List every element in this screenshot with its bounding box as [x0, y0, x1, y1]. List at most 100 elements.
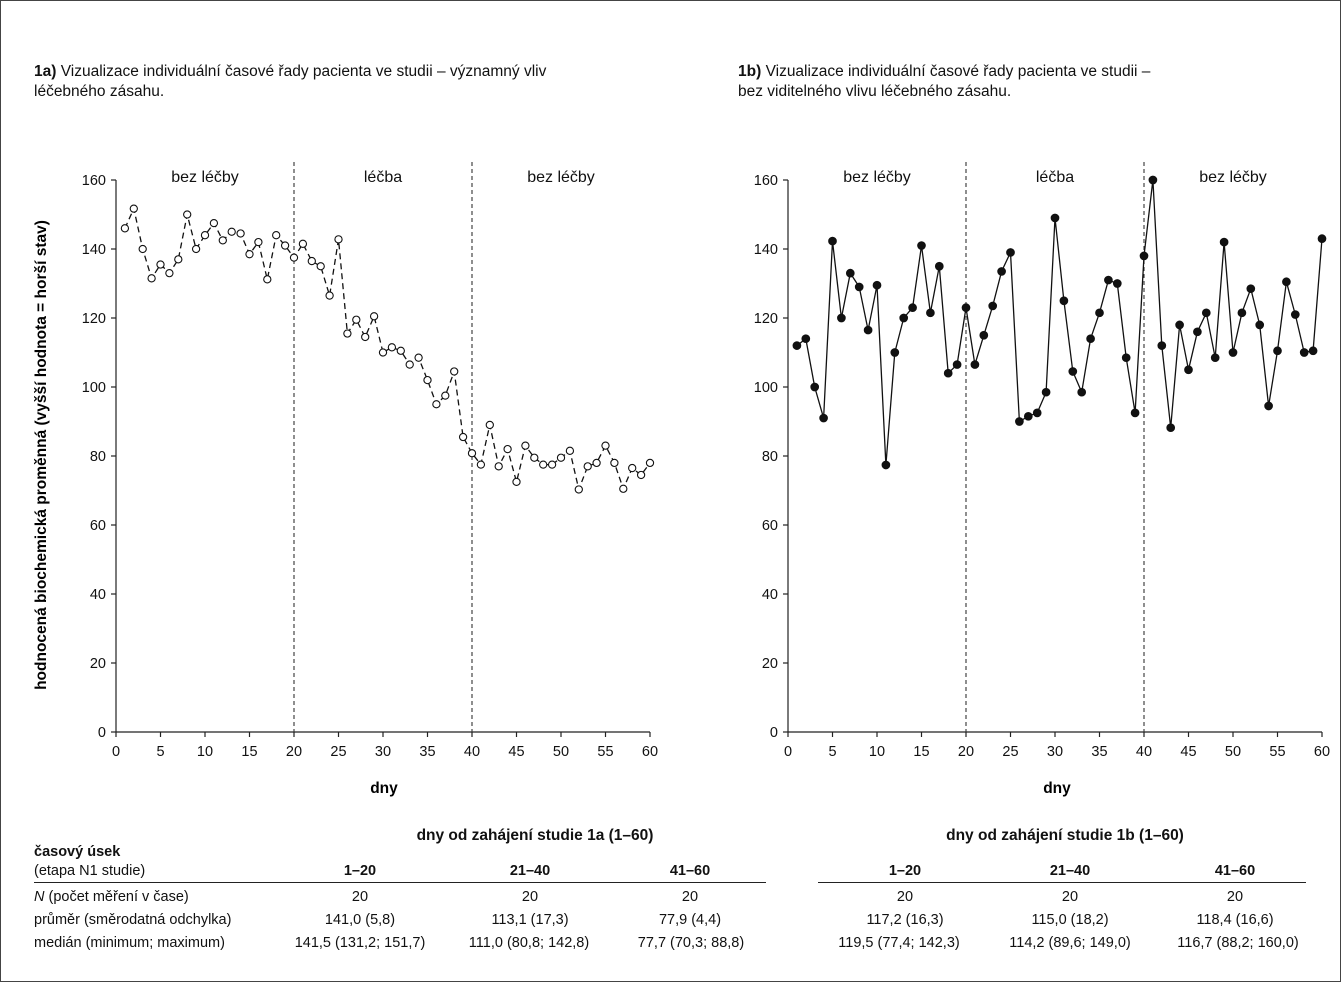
data-point [307, 256, 316, 266]
table-cell: 20 [681, 889, 699, 905]
x-tick-label: 5 [156, 744, 164, 760]
data-point [1077, 387, 1087, 397]
data-point [254, 237, 263, 247]
data-point [1317, 234, 1327, 243]
data-point [1041, 387, 1051, 397]
data-point [792, 341, 802, 350]
data-point [539, 460, 548, 469]
data-point [961, 303, 971, 313]
y-tick-label: 100 [82, 380, 106, 396]
table-cell: 113,1 (17,3) [491, 912, 569, 928]
data-point [1255, 320, 1265, 330]
table-cell: 114,2 (89,6; 149,0) [1009, 935, 1131, 951]
data-point [547, 460, 557, 469]
data-point [1193, 327, 1202, 337]
data-point [245, 250, 254, 259]
x-tick-label: 30 [1047, 744, 1063, 760]
table-cell: 116,7 (88,2; 160,0) [1177, 935, 1299, 951]
y-tick-label: 60 [762, 518, 778, 534]
data-point [289, 253, 299, 262]
data-point [236, 229, 245, 238]
panel-label-1b: 1b) [738, 63, 762, 80]
data-point [1130, 408, 1140, 418]
data-point [156, 260, 165, 269]
x-tick-label: 60 [642, 744, 658, 760]
data-point [298, 239, 308, 248]
data-point [280, 241, 290, 250]
data-point [423, 375, 432, 385]
data-point [1068, 367, 1078, 376]
data-point [209, 218, 219, 228]
x-tick-label: 25 [1002, 744, 1018, 760]
col-header-1b-2: 21–40 [1049, 863, 1091, 879]
x-tick-label: 0 [112, 744, 120, 760]
x-tick-label: 35 [1091, 744, 1107, 760]
panel-title-1b-line2: bez viditelného vlivu léčebného zásahu. [738, 83, 1012, 100]
data-point [810, 382, 820, 392]
x-axis-label-1a: dny [370, 780, 398, 797]
data-point [917, 241, 926, 250]
y-tick-label: 140 [754, 242, 778, 258]
phase-label: léčba [364, 169, 402, 186]
table-cell: 141,0 (5,8) [324, 912, 396, 928]
panel-title-1a-line1: Vizualizace individuální časové řady pac… [60, 63, 547, 80]
data-point [1121, 353, 1131, 363]
data-point [926, 308, 935, 318]
data-point [1237, 308, 1247, 318]
data-point [476, 460, 486, 469]
data-point [881, 460, 891, 470]
data-point [530, 453, 539, 462]
data-point [512, 477, 521, 487]
data-point [343, 329, 352, 338]
data-point [1015, 417, 1024, 426]
table-cell: 111,0 (80,8; 142,8) [468, 935, 590, 951]
panel-title-1a-line2: léčebného zásahu. [34, 83, 165, 100]
data-point [1264, 401, 1273, 411]
data-point [872, 280, 882, 290]
data-point [1050, 213, 1060, 223]
table-rule-1b [818, 882, 1306, 883]
data-point [325, 291, 334, 300]
row-label-text: medián (minimum; maximum) [34, 935, 225, 951]
y-tick-label: 40 [90, 587, 106, 603]
x-tick-label: 45 [508, 744, 524, 760]
data-point [1095, 308, 1104, 318]
phase-label: léčba [1036, 169, 1074, 186]
panel-title-1a: 1a) Vizualizace individuální časové řady… [34, 62, 734, 102]
data-point [988, 301, 998, 311]
y-tick-label: 20 [762, 656, 778, 672]
data-point [1059, 296, 1069, 306]
data-point [1157, 341, 1167, 350]
panel-title-1b-line1: Vizualizace individuální časové řady pac… [765, 63, 1151, 80]
data-point [997, 267, 1006, 276]
data-point [845, 268, 855, 278]
data-point [405, 360, 414, 369]
data-point [200, 231, 210, 240]
data-point [801, 334, 811, 344]
data-point [387, 343, 397, 352]
data-point [1148, 175, 1158, 185]
data-point [352, 315, 361, 324]
data-point [1006, 248, 1015, 257]
data-point [934, 261, 944, 271]
y-tick-label: 160 [754, 173, 778, 189]
data-point [120, 224, 130, 233]
data-point [890, 348, 900, 357]
series-line-1b [796, 179, 1323, 466]
x-tick-label: 40 [464, 744, 480, 760]
data-point [819, 413, 828, 423]
y-tick-label: 100 [754, 380, 778, 396]
y-tick-label: 0 [98, 725, 106, 741]
data-point [1308, 346, 1318, 356]
data-point [458, 432, 468, 442]
data-point [565, 446, 575, 455]
table-cell: 20 [1226, 889, 1244, 905]
data-point [619, 484, 628, 493]
data-point [583, 462, 592, 471]
x-tick-label: 45 [1180, 744, 1196, 760]
y-tick-label: 20 [90, 656, 106, 672]
data-point [1184, 365, 1193, 375]
table-group-header-1b: dny od zahájení studie 1b (1–60) [946, 827, 1184, 844]
table-rule-1a [34, 882, 766, 883]
